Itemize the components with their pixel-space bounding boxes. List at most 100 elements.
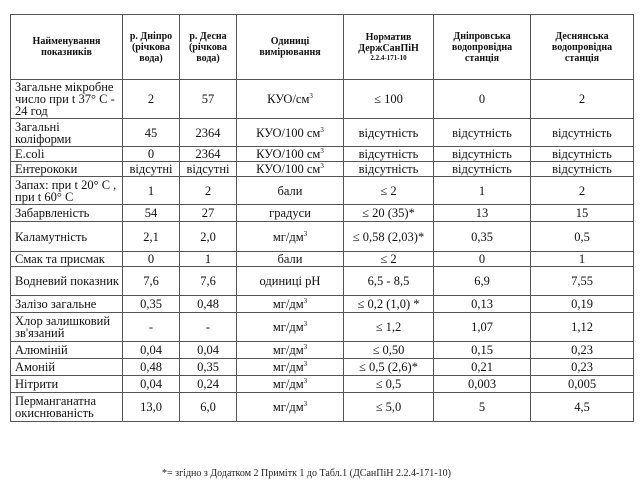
footnote: *= згідно з Додатком 2 Примітк 1 до Табл…	[162, 468, 451, 479]
unit-value: мг/дм3	[236, 341, 344, 359]
dnipro-station-value: 6,9	[433, 266, 531, 296]
table-row: Ентерококи відсутні відсутні КУО/100 см3 від…	[10, 161, 634, 177]
desna-station-value: 2	[530, 176, 634, 205]
desna-value: 7,6	[179, 266, 237, 296]
desna-station-value: 15	[530, 204, 634, 222]
table-row: Каламутність 2,1 2,0 мг/дм3 ≤ 0,58 (2,03)* 0,…	[10, 221, 634, 252]
unit-superscript: 3	[303, 359, 308, 368]
desna-station-value: 4,5	[530, 392, 634, 422]
unit-value: одиниці pH	[236, 266, 344, 296]
norm-value: ≤ 0,5 (2,6)*	[343, 358, 434, 376]
desna-station-value: відсутність	[530, 118, 634, 147]
norm-value: ≤ 0,58 (2,03)*	[343, 221, 434, 252]
dnipro-value: 45	[122, 118, 180, 147]
table-row: Алюміній 0,04 0,04 мг/дм3 ≤ 0,50 0,15 0,23	[10, 341, 634, 359]
indicator-name: Забарвленість	[10, 204, 123, 222]
indicator-name: Хлор залишковий зв'язаний	[10, 312, 123, 342]
indicator-name: E.coli	[10, 146, 123, 162]
unit-superscript: 3	[303, 376, 308, 385]
water-quality-table: Найменування показників р. Дніпро (річко…	[10, 14, 634, 422]
unit-superscript: 3	[320, 146, 324, 155]
desna-value: 2364	[179, 118, 237, 147]
dnipro-value: відсутні	[122, 161, 180, 177]
unit-value: КУО/100 см3	[236, 118, 344, 147]
unit-value: мг/дм3	[236, 358, 344, 376]
unit-value: КУО/100 см3	[236, 161, 344, 177]
header-units: Одиниці вимірювання	[236, 14, 344, 80]
dnipro-station-value: відсутність	[433, 146, 531, 162]
dnipro-station-value: відсутність	[433, 118, 531, 147]
table-row: Загальне мікробне число при t 37° С - 24…	[10, 79, 634, 119]
desna-station-value: 7,55	[530, 266, 634, 296]
table-row: E.coli 0 2364 КУО/100 см3 відсутність відсутн…	[10, 146, 634, 162]
desna-value: 6,0	[179, 392, 237, 422]
header-dnipro-station: Дніпровська водопровідна станція	[433, 14, 531, 80]
desna-value: 0,48	[179, 295, 237, 313]
desna-value: відсутні	[179, 161, 237, 177]
unit-superscript: 3	[303, 319, 308, 328]
header-desna: р. Десна (річкова вода)	[179, 14, 237, 80]
desna-station-value: відсутність	[530, 146, 634, 162]
unit-superscript: 3	[320, 125, 324, 134]
desna-value: 2	[179, 176, 237, 205]
dnipro-value: 2,1	[122, 221, 180, 252]
dnipro-value: 0,48	[122, 358, 180, 376]
unit-superscript: 3	[303, 342, 308, 351]
indicator-name: Залізо загальне	[10, 295, 123, 313]
norm-value: ≤ 5,0	[343, 392, 434, 422]
unit-value: градуси	[236, 204, 344, 222]
indicator-name: Загальне мікробне число при t 37° С - 24…	[10, 79, 123, 119]
dnipro-value: 0,35	[122, 295, 180, 313]
norm-value: ≤ 1,2	[343, 312, 434, 342]
indicator-name: Каламутність	[10, 221, 123, 252]
desna-station-value: 1,12	[530, 312, 634, 342]
desna-station-value: 1	[530, 251, 634, 267]
table-body: Загальне мікробне число при t 37° С - 24…	[10, 79, 634, 422]
unit-superscript: 3	[320, 161, 324, 170]
desna-value: 0,24	[179, 375, 237, 393]
norm-value: відсутність	[343, 146, 434, 162]
unit-value: мг/дм3	[236, 295, 344, 313]
header-desna-station: Деснянська водопровідна станція	[530, 14, 634, 80]
dnipro-station-value: відсутність	[433, 161, 531, 177]
unit-value: бали	[236, 251, 344, 267]
indicator-name: Водневий показник	[10, 266, 123, 296]
desna-value: -	[179, 312, 237, 342]
header-dnipro: р. Дніпро (річкова вода)	[122, 14, 180, 80]
header-row: Найменування показників р. Дніпро (річко…	[10, 14, 634, 80]
desna-station-value: 2	[530, 79, 634, 119]
unit-value: КУО/100 см3	[236, 146, 344, 162]
norm-value: 6,5 - 8,5	[343, 266, 434, 296]
dnipro-value: 0	[122, 146, 180, 162]
indicator-name: Нітрити	[10, 375, 123, 393]
table-row: Запах: при t 20° С , при t 60° С 1 2 бали ≤ …	[10, 176, 634, 205]
table-row: Амоній 0,48 0,35 мг/дм3 ≤ 0,5 (2,6)* 0,21 0,23	[10, 358, 634, 376]
norm-value: відсутність	[343, 161, 434, 177]
unit-value: мг/дм3	[236, 375, 344, 393]
dnipro-value: -	[122, 312, 180, 342]
dnipro-value: 54	[122, 204, 180, 222]
dnipro-station-value: 0,003	[433, 375, 531, 393]
indicator-name: Загальні коліформи	[10, 118, 123, 147]
dnipro-station-value: 0,21	[433, 358, 531, 376]
unit-superscript: 3	[303, 229, 308, 238]
norm-value: ≤ 2	[343, 176, 434, 205]
norm-value: ≤ 100	[343, 79, 434, 119]
unit-value: бали	[236, 176, 344, 205]
desna-value: 57	[179, 79, 237, 119]
unit-value: КУО/см3	[236, 79, 344, 119]
desna-value: 2364	[179, 146, 237, 162]
dnipro-station-value: 0,35	[433, 221, 531, 252]
indicator-name: Амоній	[10, 358, 123, 376]
desna-station-value: 0,23	[530, 341, 634, 359]
indicator-name: Запах: при t 20° С , при t 60° С	[10, 176, 123, 205]
indicator-name: Перманганатна окиснюваність	[10, 392, 123, 422]
table-row: Нітрити 0,04 0,24 мг/дм3 ≤ 0,5 0,003 0,005	[10, 375, 634, 393]
dnipro-value: 2	[122, 79, 180, 119]
desna-station-value: 0,23	[530, 358, 634, 376]
dnipro-value: 13,0	[122, 392, 180, 422]
desna-station-value: 0,19	[530, 295, 634, 313]
norm-value: ≤ 0,2 (1,0) *	[343, 295, 434, 313]
desna-station-value: 0,005	[530, 375, 634, 393]
